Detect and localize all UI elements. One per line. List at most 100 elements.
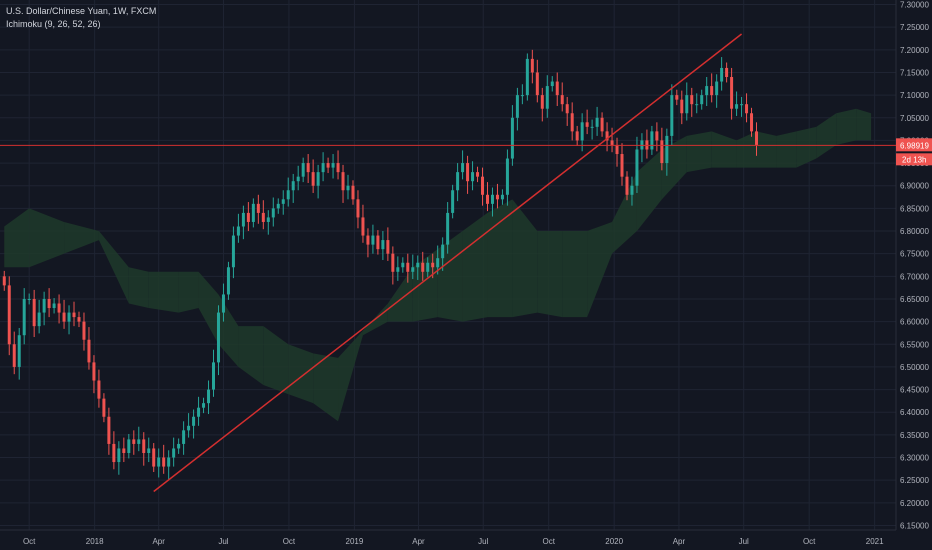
- candle-body: [202, 403, 206, 408]
- candle-body: [177, 443, 181, 449]
- cloud-segment: [796, 126, 817, 168]
- candle-body: [142, 439, 146, 453]
- candle-body: [87, 339, 91, 363]
- candle-body: [157, 457, 161, 467]
- candle-body: [321, 163, 325, 173]
- candle-body: [715, 81, 719, 96]
- candle-body: [426, 262, 430, 272]
- cloud-segment: [686, 131, 712, 173]
- candle-body: [82, 321, 86, 340]
- candle-body: [336, 163, 340, 173]
- cloud-segment: [238, 326, 264, 386]
- candle-body: [386, 240, 390, 254]
- candle-body: [216, 312, 220, 363]
- candle-body: [735, 104, 739, 109]
- candle-body: [730, 77, 734, 109]
- y-tick-label: 6.45000: [900, 386, 929, 395]
- candle-body: [510, 117, 514, 159]
- candle-body: [525, 58, 529, 96]
- cloud-segment: [711, 131, 737, 168]
- candle-body: [700, 95, 704, 105]
- x-tick-label: Apr: [152, 537, 165, 546]
- candle-body: [580, 122, 584, 141]
- candle-body: [685, 95, 689, 114]
- candle-body: [740, 104, 744, 106]
- candle-body: [306, 163, 310, 173]
- cloud-segment: [148, 271, 179, 313]
- candle-body: [391, 253, 395, 272]
- candle-body: [301, 163, 305, 177]
- candle-body: [476, 172, 480, 177]
- y-tick-label: 6.85000: [900, 204, 929, 213]
- candle-body: [22, 298, 26, 336]
- current-price-badge: [896, 138, 932, 152]
- cloud-segment: [128, 267, 149, 309]
- candle-body: [37, 312, 41, 327]
- candle-body: [725, 67, 729, 78]
- candle-body: [575, 131, 579, 141]
- cloud-segment: [856, 108, 872, 141]
- candle-body: [471, 172, 475, 182]
- cloud-segment: [736, 131, 757, 168]
- candle-body: [97, 380, 101, 399]
- cloud-segment: [198, 271, 219, 345]
- candle-body: [92, 362, 96, 381]
- candle-body: [490, 194, 494, 204]
- candle-body: [481, 176, 485, 195]
- candle-body: [281, 199, 285, 204]
- y-tick-label: 6.65000: [900, 295, 929, 304]
- x-tick-label: 2018: [86, 537, 104, 546]
- candle-body: [356, 199, 360, 218]
- candle-body: [451, 190, 455, 213]
- cloud-segment: [218, 294, 239, 367]
- candle-body: [381, 240, 385, 250]
- ichimoku-cloud: [4, 108, 872, 422]
- indicator-label[interactable]: Ichimoku (9, 26, 52, 26): [6, 19, 101, 29]
- cloud-segment: [612, 172, 637, 254]
- candle-body: [72, 312, 76, 318]
- candle-body: [750, 113, 754, 132]
- candle-body: [221, 294, 225, 313]
- symbol-title[interactable]: U.S. Dollar/Chinese Yuan, 1W, FXCM: [6, 6, 157, 16]
- candle-body: [192, 416, 196, 426]
- countdown-text: 2d 13h: [902, 155, 926, 164]
- cloud-segment: [29, 208, 65, 268]
- cloud-segment: [387, 267, 413, 322]
- y-tick-label: 6.25000: [900, 476, 929, 485]
- price-axis[interactable]: 7.30000 7.25000 7.20000 7.15000 7.10000 7.050…: [900, 1, 929, 531]
- x-tick-label: Jul: [739, 537, 749, 546]
- candle-body: [132, 439, 136, 444]
- x-tick-label: Oct: [803, 537, 816, 546]
- candle-body: [266, 217, 270, 222]
- cloud-segment: [836, 108, 857, 145]
- y-tick-label: 6.35000: [900, 431, 929, 440]
- y-tick-label: 7.10000: [900, 91, 929, 100]
- candle-body: [77, 317, 81, 322]
- candle-body: [625, 176, 629, 195]
- chart-overlays: [0, 33, 896, 493]
- candle-body: [535, 72, 539, 96]
- candle-body: [42, 298, 46, 313]
- candle-body: [505, 158, 509, 195]
- candle-body: [550, 81, 554, 87]
- time-axis[interactable]: Oct 2018 Apr Jul Oct 2019 Apr Jul Oct 2020 Apr Jul O…: [23, 537, 884, 546]
- y-tick-label: 6.55000: [900, 340, 929, 349]
- candle-body: [670, 95, 674, 136]
- cloud-segment: [587, 221, 613, 318]
- candle-body: [187, 425, 191, 431]
- candle-body: [271, 208, 275, 218]
- candle-body: [251, 203, 255, 222]
- candle-body: [590, 126, 594, 128]
- candle-body: [585, 122, 589, 127]
- candle-body: [32, 298, 36, 327]
- candle-body: [555, 81, 559, 96]
- candle-body: [311, 172, 315, 186]
- candle-body: [515, 95, 519, 118]
- y-tick-label: 6.80000: [900, 227, 929, 236]
- candle-body: [236, 226, 240, 236]
- candle-body: [615, 144, 619, 155]
- cloud-segment: [178, 271, 199, 313]
- candle-body: [495, 194, 499, 200]
- candle-body: [401, 262, 405, 268]
